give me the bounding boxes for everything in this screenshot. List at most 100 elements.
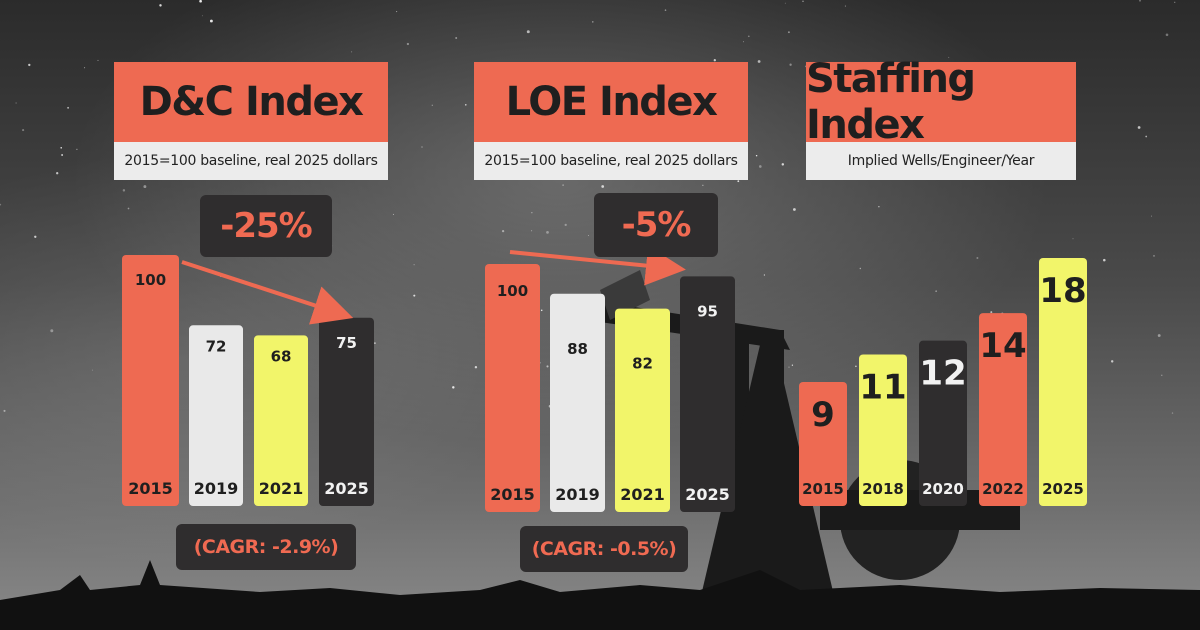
loe-cagr-callout: (CAGR: -0.5%) [520, 526, 688, 572]
star [1103, 258, 1106, 262]
star [50, 329, 54, 333]
star [122, 189, 126, 192]
bar [799, 382, 847, 506]
category-label: 2022 [982, 480, 1024, 498]
bar [1039, 258, 1087, 506]
star [209, 19, 213, 23]
star [664, 9, 667, 11]
category-label: 2020 [922, 480, 964, 498]
star [855, 365, 857, 368]
bar-value-label: 72 [206, 337, 227, 355]
dc-index-subtitle: 2015=100 baseline, real 2025 dollars [114, 142, 388, 180]
star [1145, 135, 1148, 138]
star [351, 51, 353, 53]
star [747, 35, 750, 38]
star [60, 147, 62, 149]
star [788, 366, 790, 368]
star [713, 59, 716, 62]
chart-2: 9 2015 11 2018 12 2020 14 2022 18 2025 [799, 258, 1087, 506]
dc-index-title: D&C Index [114, 62, 388, 142]
bar-value-label: 11 [859, 367, 906, 407]
category-label: 2015 [802, 480, 844, 498]
star [34, 235, 37, 238]
star [1137, 126, 1141, 129]
bar-value-label: 12 [919, 354, 966, 394]
bar [550, 293, 605, 512]
star [758, 165, 762, 168]
star [990, 311, 993, 314]
star [1153, 255, 1155, 257]
category-label: 2021 [259, 479, 304, 498]
star [935, 290, 937, 292]
star [1110, 360, 1114, 363]
bar-value-label: 18 [1039, 271, 1086, 311]
star [56, 172, 59, 175]
star [84, 67, 86, 69]
star [546, 231, 549, 234]
bar-value-label: 88 [567, 340, 588, 358]
star [601, 185, 605, 188]
category-label: 2015 [490, 485, 535, 504]
category-label: 2021 [620, 485, 665, 504]
star [1139, 0, 1141, 2]
chart-0: 100 2015 72 2019 68 2021 75 2025 [122, 255, 374, 506]
star [802, 0, 804, 2]
star [755, 154, 758, 157]
star [501, 229, 505, 233]
star [97, 59, 99, 61]
bar-value-label: 95 [697, 302, 718, 320]
horizon-silhouette [0, 560, 1200, 630]
star [452, 386, 455, 389]
star [67, 106, 70, 109]
star [396, 11, 398, 13]
star [406, 42, 410, 46]
star [1157, 334, 1161, 337]
bar-value-label: 82 [632, 355, 653, 373]
trend-arrow [181, 260, 354, 325]
star [392, 213, 394, 215]
trend-arrow [509, 245, 686, 286]
category-label: 2015 [128, 479, 173, 498]
star [781, 163, 785, 166]
star [465, 104, 467, 106]
star [540, 309, 543, 312]
star [757, 60, 761, 63]
star [1161, 374, 1163, 376]
star [76, 148, 78, 151]
star [1165, 33, 1169, 37]
category-label: 2019 [194, 479, 239, 498]
star [976, 257, 979, 259]
star [1171, 412, 1174, 414]
star [15, 102, 17, 104]
star [564, 223, 567, 227]
star [844, 5, 846, 7]
star [3, 409, 6, 412]
category-label: 2025 [324, 479, 369, 498]
loe-index-title: LOE Index [474, 62, 748, 142]
bar-value-label: 100 [497, 282, 528, 300]
bar [680, 276, 735, 512]
star [201, 15, 203, 17]
star [562, 184, 564, 186]
star [587, 234, 590, 237]
star [413, 264, 415, 266]
star [789, 63, 792, 66]
star [28, 63, 31, 67]
star [793, 208, 796, 211]
bar [485, 264, 540, 512]
star [546, 365, 549, 368]
star [592, 21, 594, 23]
chart-1: 100 2015 88 2019 82 2021 95 2025 [485, 264, 735, 512]
star [455, 37, 458, 39]
loe-index-subtitle: 2015=100 baseline, real 2025 dollars [474, 142, 748, 180]
category-label: 2018 [862, 480, 904, 498]
star [787, 31, 790, 34]
bar [615, 308, 670, 512]
loe-change-callout: -5% [594, 193, 718, 257]
star [143, 185, 147, 189]
star [859, 267, 861, 270]
star [784, 2, 786, 4]
bar [319, 317, 374, 506]
star [0, 203, 2, 206]
